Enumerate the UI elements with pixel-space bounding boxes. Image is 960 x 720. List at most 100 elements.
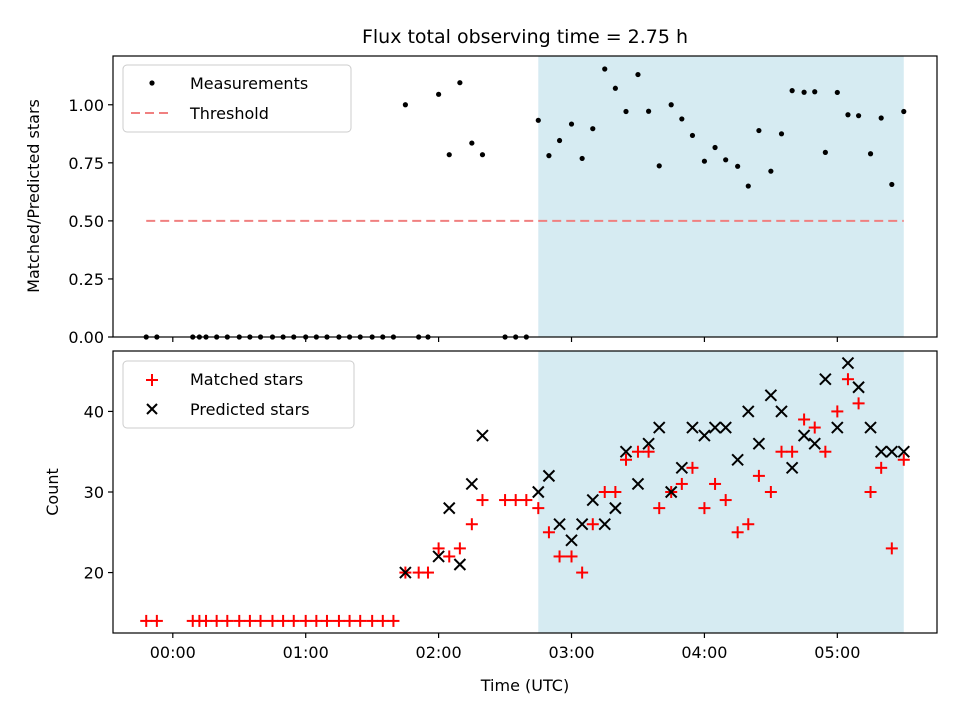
matched-star-point: [465, 518, 478, 531]
matched-star-point: [553, 550, 566, 563]
predicted-star-point: [642, 437, 655, 450]
matched-star-point: [631, 445, 644, 458]
predicted-star-point: [852, 381, 865, 394]
matched-star-point: [421, 566, 434, 579]
matched-star-point: [542, 526, 555, 539]
measurement-point: [789, 88, 795, 94]
matched-star-point: [243, 614, 256, 627]
predicted-star-point: [775, 405, 788, 418]
matched-star-point: [432, 542, 445, 555]
predicted-star-point: [609, 501, 622, 515]
measurement-point: [801, 89, 807, 95]
predicted-star-point: [532, 485, 545, 499]
measurement-point: [590, 126, 596, 132]
measurement-point: [568, 121, 575, 127]
predicted-star-point: [742, 405, 755, 418]
legend-measurements-marker: [149, 80, 155, 86]
y-tick-label: 0.00: [68, 328, 104, 347]
matched-star-point: [742, 518, 755, 531]
matched-star-point: [565, 550, 578, 563]
predicted-star-point: [619, 445, 633, 458]
predicted-star-point: [885, 445, 899, 458]
predicted-star-point: [797, 429, 811, 442]
measurement-point: [646, 108, 652, 114]
x-tick-label: 03:00: [548, 643, 594, 662]
matched-star-point: [453, 542, 466, 555]
matched-star-point: [885, 542, 898, 555]
measurement-point: [855, 113, 862, 119]
matched-star-point: [150, 614, 163, 627]
measurement-point: [469, 140, 475, 146]
measurement-point: [579, 155, 585, 162]
predicted-star-point: [752, 437, 766, 450]
matched-star-point: [675, 477, 688, 490]
matched-star-point: [752, 469, 765, 482]
matched-star-point: [443, 550, 456, 563]
predicted-star-point: [897, 445, 910, 458]
legend-threshold-label: Threshold: [189, 104, 269, 123]
matched-star-point: [864, 486, 877, 498]
matched-star-point: [233, 614, 246, 627]
x-tick-label: 00:00: [150, 643, 196, 662]
matched-star-point: [841, 373, 854, 386]
matched-star-point: [520, 494, 533, 507]
count-panel-frame: [112, 350, 938, 634]
measurement-point: [878, 115, 884, 121]
ratio-legend-box: [122, 64, 352, 133]
observing-window-shade: [538, 351, 904, 633]
predicted-star-point: [819, 372, 832, 386]
count-legend: Matched stars Predicted stars: [122, 360, 355, 429]
matched-star-point: [354, 614, 367, 627]
measurement-point: [723, 157, 729, 163]
measurement-point: [689, 132, 696, 139]
measurement-point: [756, 127, 762, 134]
measurement-point: [845, 112, 851, 118]
measurement-point: [612, 85, 618, 91]
predicted-star-point: [764, 389, 778, 402]
y-tick-label: 30: [84, 483, 104, 502]
matched-star-point: [387, 614, 400, 627]
matched-star-point: [653, 502, 666, 515]
predicted-star-point: [399, 566, 412, 579]
measurement-point: [635, 71, 641, 78]
predicted-star-point: [785, 461, 799, 475]
y-tick-label: 40: [84, 402, 104, 421]
y-tick-label: 1.00: [68, 96, 104, 115]
measurement-point: [735, 163, 741, 169]
predicted-star-point: [864, 421, 877, 434]
predicted-star-point: [565, 534, 578, 547]
matched-star-point: [897, 453, 910, 466]
measurement-point: [822, 149, 828, 155]
legend-predicted-marker: [146, 403, 158, 415]
observing-window-shade: [538, 56, 904, 337]
x-tick-label: 04:00: [681, 643, 727, 662]
legend-predicted-label: Predicted stars: [190, 400, 310, 419]
measurement-point: [556, 137, 563, 144]
matched-star-point: [509, 494, 522, 507]
matched-star-point: [642, 445, 655, 458]
matched-star-point: [210, 614, 223, 627]
matched-star-point: [798, 413, 811, 426]
measurement-point: [457, 80, 463, 86]
measurement-point: [867, 151, 874, 157]
measurement-point: [446, 152, 452, 158]
measurement-point: [623, 108, 629, 115]
matched-star-point: [609, 486, 622, 498]
matched-star-point: [277, 614, 290, 627]
matched-star-point: [731, 526, 744, 539]
matched-star-point: [320, 614, 333, 627]
measurement-point: [436, 91, 442, 97]
matched-star-point: [775, 445, 788, 458]
matched-star-point: [598, 486, 611, 498]
matched-star-point: [808, 421, 821, 434]
measurement-point: [901, 108, 907, 115]
predicted-star-point: [841, 356, 855, 370]
predicted-star-point: [831, 421, 844, 434]
x-tick-label: 01:00: [283, 643, 329, 662]
count-y-axis-label: Count: [43, 468, 62, 516]
matched-star-point: [764, 486, 777, 498]
x-tick-label: 02:00: [416, 643, 462, 662]
measurement-point: [834, 89, 840, 96]
chart-title: Flux total observing time = 2.75 h: [362, 26, 688, 48]
